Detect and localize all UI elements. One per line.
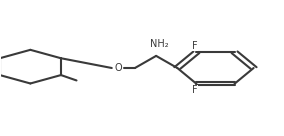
Text: F: F [192,41,198,51]
Text: F: F [192,85,198,95]
Text: NH₂: NH₂ [150,39,168,49]
Text: O: O [114,63,122,73]
